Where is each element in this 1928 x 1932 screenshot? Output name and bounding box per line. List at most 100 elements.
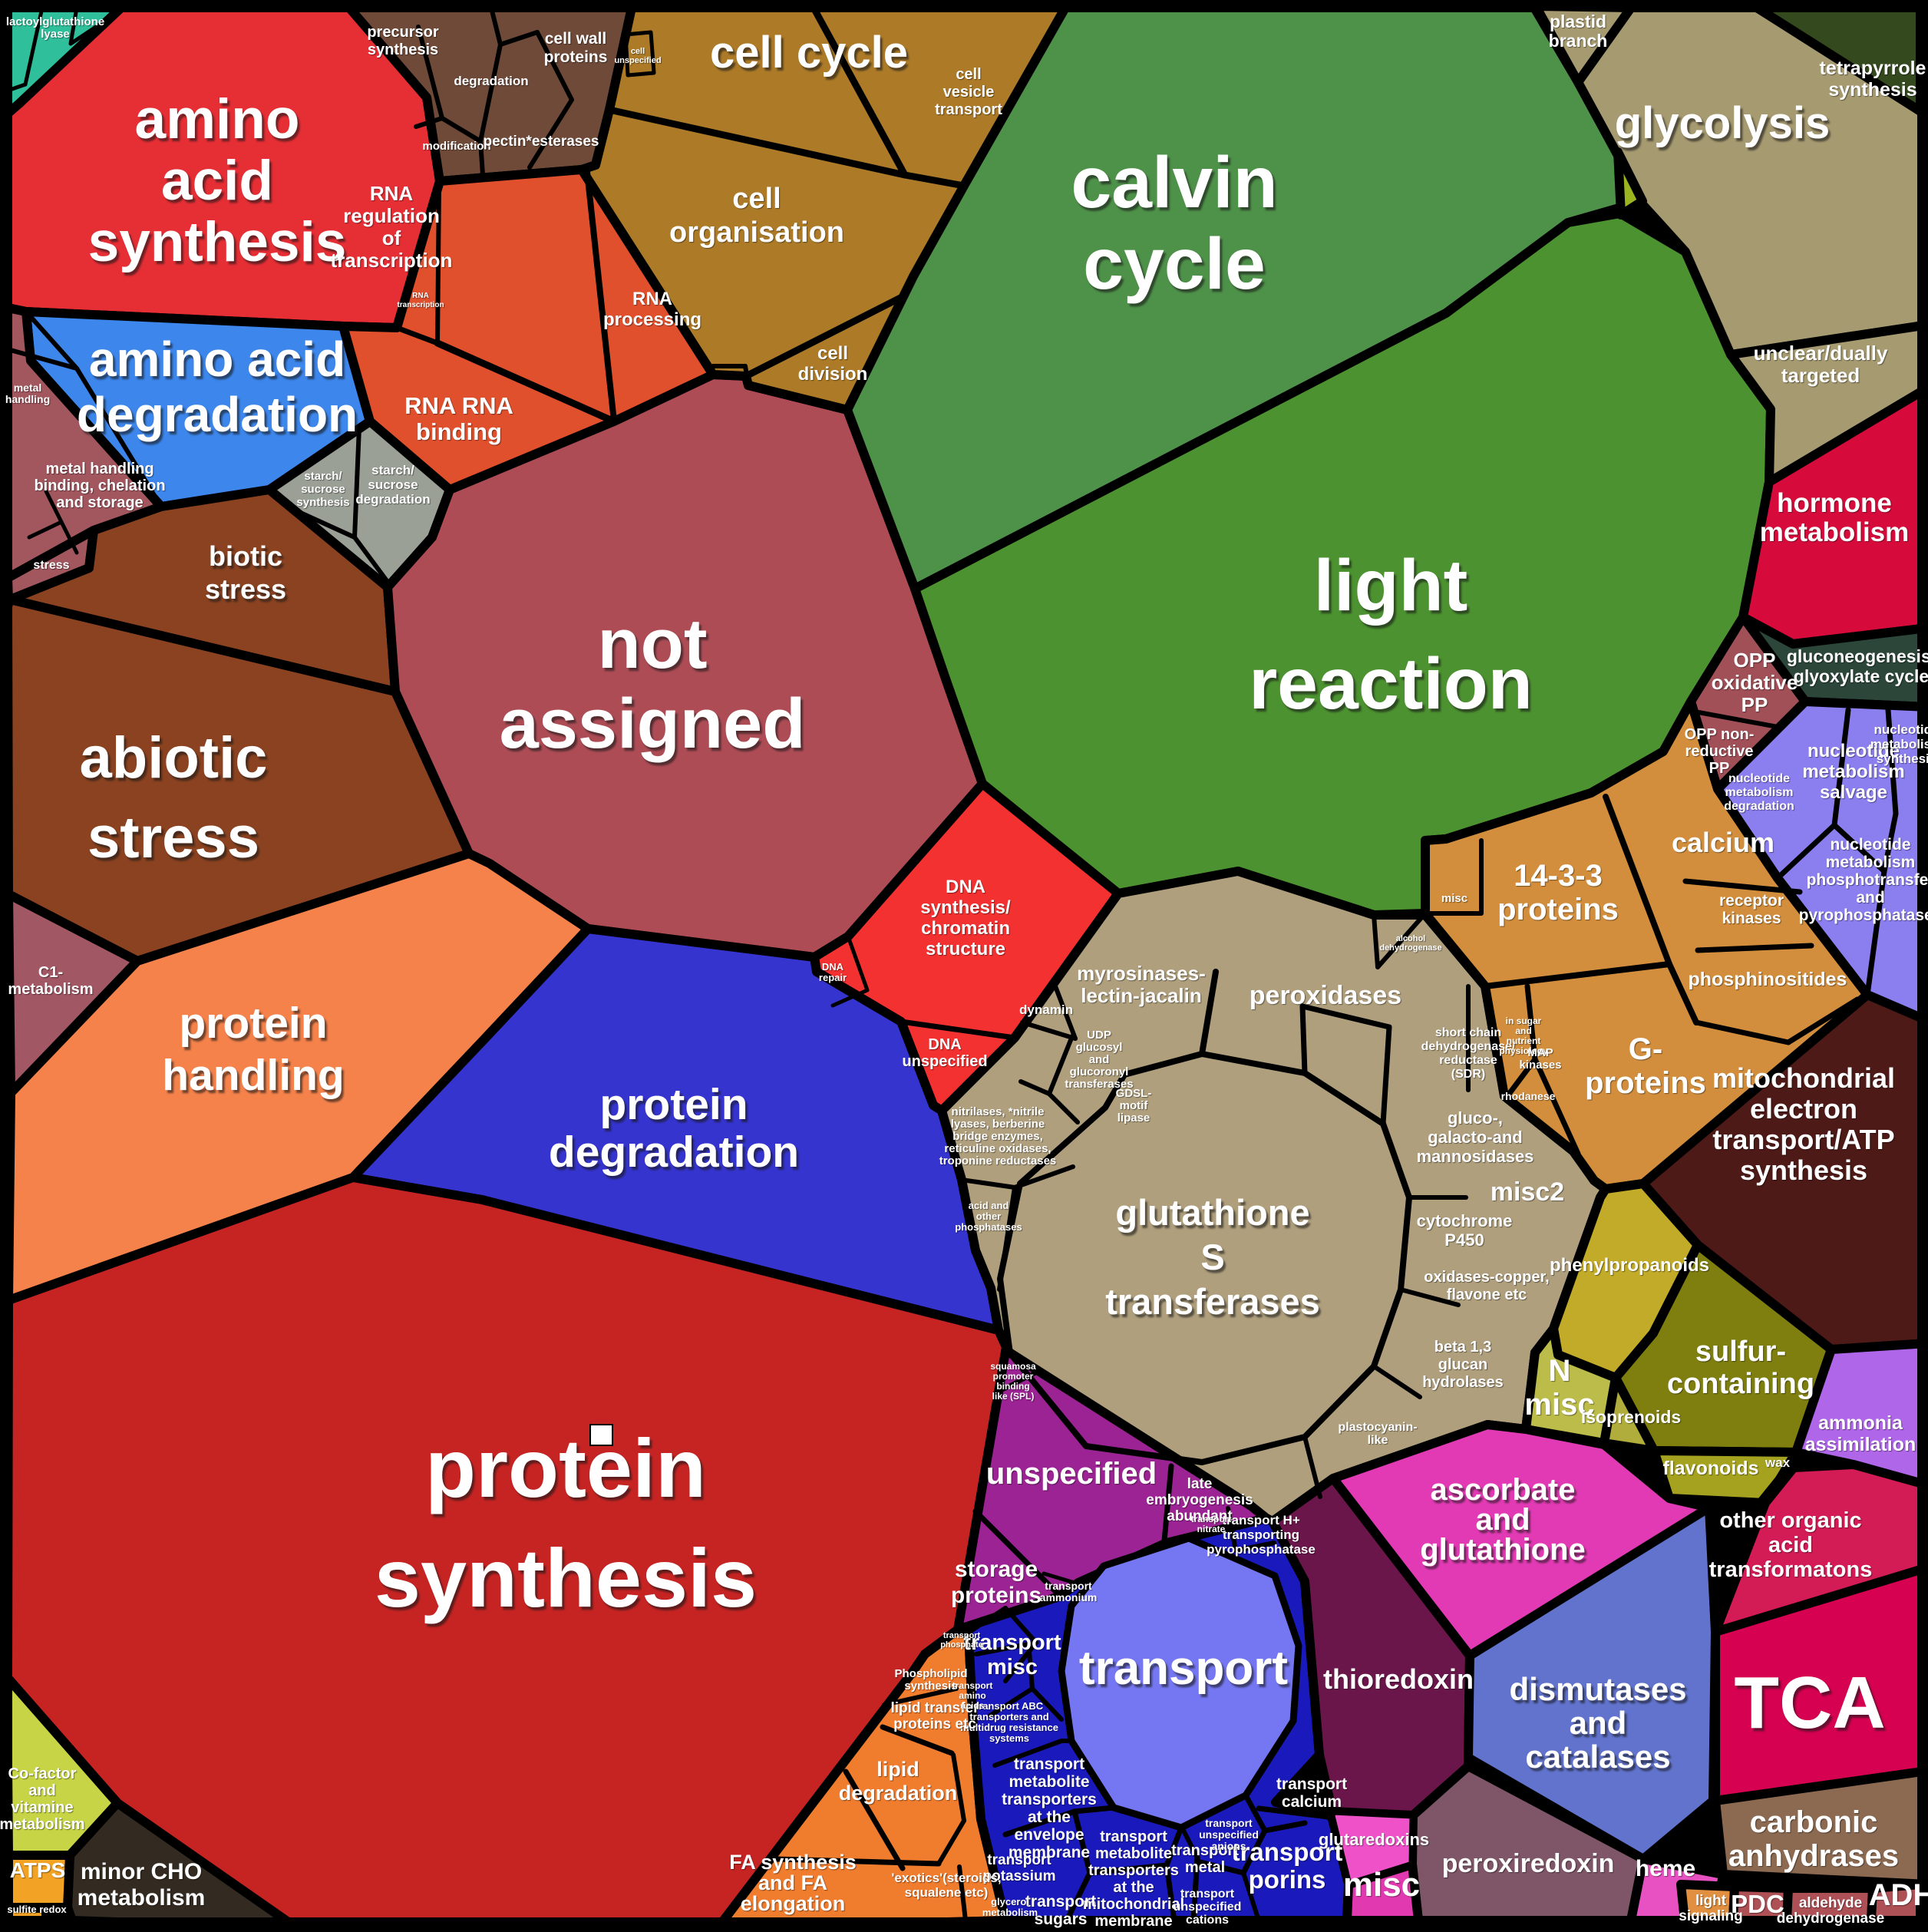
svg-text:transferases: transferases bbox=[1065, 1078, 1133, 1091]
svg-text:amino acid: amino acid bbox=[89, 332, 345, 387]
svg-text:transport: transport bbox=[1045, 1580, 1092, 1592]
svg-text:transporters: transporters bbox=[1088, 1862, 1179, 1879]
svg-text:ADH: ADH bbox=[1869, 1878, 1928, 1912]
svg-text:metabolism: metabolism bbox=[1725, 786, 1794, 799]
svg-text:cell: cell bbox=[956, 66, 981, 83]
svg-text:receptor: receptor bbox=[1719, 892, 1784, 910]
svg-text:tetrapyrrole: tetrapyrrole bbox=[1820, 58, 1926, 79]
svg-text:assigned: assigned bbox=[500, 685, 806, 763]
svg-text:transport: transport bbox=[963, 1630, 1061, 1655]
svg-text:G-: G- bbox=[1629, 1032, 1662, 1066]
svg-text:other: other bbox=[976, 1210, 1002, 1222]
svg-text:metabolism: metabolism bbox=[0, 1816, 85, 1833]
svg-text:transport: transport bbox=[1025, 1893, 1096, 1911]
svg-text:squalene etc): squalene etc) bbox=[905, 1885, 989, 1900]
svg-text:kinases: kinases bbox=[1722, 910, 1781, 927]
svg-text:TCA: TCA bbox=[1734, 1662, 1885, 1744]
svg-text:nucleotide: nucleotide bbox=[1874, 722, 1928, 737]
svg-text:unspecified: unspecified bbox=[902, 1053, 987, 1070]
svg-text:transport H+: transport H+ bbox=[1222, 1513, 1300, 1527]
svg-text:metal: metal bbox=[1185, 1859, 1225, 1876]
svg-text:short chain: short chain bbox=[1435, 1026, 1501, 1039]
svg-text:light: light bbox=[1695, 1893, 1727, 1909]
svg-text:aldehyde: aldehyde bbox=[1799, 1895, 1862, 1911]
svg-text:not: not bbox=[597, 605, 707, 683]
svg-text:glutaredoxins: glutaredoxins bbox=[1319, 1830, 1429, 1849]
svg-text:flavone etc: flavone etc bbox=[1447, 1286, 1527, 1303]
svg-text:stress: stress bbox=[205, 573, 286, 605]
svg-text:ammonium: ammonium bbox=[1040, 1591, 1098, 1603]
svg-text:mannosidases: mannosidases bbox=[1417, 1147, 1534, 1166]
svg-text:synthesis: synthesis bbox=[368, 41, 438, 58]
svg-text:ATPS: ATPS bbox=[10, 1858, 66, 1882]
svg-text:RNA RNA: RNA RNA bbox=[404, 392, 513, 419]
svg-text:cell: cell bbox=[732, 183, 781, 215]
svg-text:modification: modification bbox=[422, 140, 490, 153]
svg-text:pyrophosphatase: pyrophosphatase bbox=[1207, 1542, 1316, 1557]
svg-text:processing: processing bbox=[603, 309, 702, 330]
svg-text:acid: acid bbox=[1768, 1533, 1813, 1557]
svg-text:Co-factor: Co-factor bbox=[8, 1765, 77, 1782]
svg-text:at the: at the bbox=[1028, 1808, 1071, 1826]
svg-text:misc: misc bbox=[1343, 1866, 1420, 1904]
svg-text:multidrug resistance: multidrug resistance bbox=[960, 1722, 1058, 1733]
svg-text:DNA: DNA bbox=[946, 877, 985, 897]
svg-text:cell: cell bbox=[631, 47, 645, 56]
svg-text:nucleotide: nucleotide bbox=[1728, 772, 1790, 785]
svg-text:and storage: and storage bbox=[56, 494, 143, 511]
svg-text:reductive: reductive bbox=[1685, 743, 1754, 760]
svg-text:binding: binding bbox=[416, 418, 502, 445]
svg-text:transferases: transferases bbox=[1105, 1281, 1320, 1322]
svg-text:proteins: proteins bbox=[544, 48, 608, 66]
svg-text:sucrose: sucrose bbox=[301, 483, 345, 496]
svg-text:pyrophosphatases: pyrophosphatases bbox=[1799, 907, 1928, 924]
svg-text:and: and bbox=[1515, 1025, 1531, 1036]
svg-text:alcohol: alcohol bbox=[1396, 934, 1426, 943]
svg-text:electron: electron bbox=[1750, 1093, 1857, 1125]
svg-text:and: and bbox=[1570, 1705, 1627, 1741]
svg-text:sucrose: sucrose bbox=[368, 477, 418, 492]
svg-text:and: and bbox=[28, 1782, 56, 1799]
svg-text:transport: transport bbox=[1232, 1838, 1343, 1866]
svg-text:biotic: biotic bbox=[209, 540, 282, 572]
svg-text:cell wall: cell wall bbox=[545, 30, 607, 48]
svg-text:transporters and: transporters and bbox=[969, 1711, 1048, 1722]
svg-text:unspecified: unspecified bbox=[1174, 1901, 1242, 1914]
svg-text:organisation: organisation bbox=[669, 216, 844, 249]
svg-text:phosphotransfer: phosphotransfer bbox=[1807, 871, 1928, 889]
svg-text:troponine reductases: troponine reductases bbox=[939, 1154, 1057, 1167]
svg-text:metabolism: metabolism bbox=[982, 1907, 1038, 1918]
svg-text:starch/: starch/ bbox=[304, 470, 342, 483]
svg-text:nitrate: nitrate bbox=[1197, 1524, 1226, 1534]
svg-text:and FA: and FA bbox=[758, 1871, 827, 1894]
svg-text:DNA: DNA bbox=[822, 961, 844, 973]
svg-text:metal handling: metal handling bbox=[45, 461, 154, 477]
svg-text:starch/: starch/ bbox=[371, 463, 414, 477]
svg-text:acids: acids bbox=[961, 1700, 985, 1711]
svg-text:mitochondrial: mitochondrial bbox=[1712, 1062, 1895, 1094]
svg-text:transport: transport bbox=[943, 1631, 981, 1640]
svg-text:phosphatases: phosphatases bbox=[955, 1221, 1022, 1233]
svg-text:dehydrogenase/: dehydrogenase/ bbox=[1421, 1040, 1516, 1053]
svg-text:repair: repair bbox=[819, 972, 847, 983]
svg-text:dehydrogenase: dehydrogenase bbox=[1379, 943, 1441, 953]
svg-text:glucoronyl: glucoronyl bbox=[1070, 1065, 1129, 1078]
svg-text:lipid transfer: lipid transfer bbox=[890, 1700, 979, 1716]
svg-text:proteins: proteins bbox=[951, 1583, 1042, 1608]
svg-text:C1-: C1- bbox=[38, 964, 63, 981]
svg-text:synthesis: synthesis bbox=[904, 1679, 957, 1693]
svg-text:salvage: salvage bbox=[1820, 782, 1887, 803]
svg-text:lyase: lyase bbox=[41, 28, 70, 41]
svg-text:glutathione: glutathione bbox=[1115, 1192, 1309, 1233]
svg-text:and: and bbox=[1475, 1503, 1530, 1537]
svg-text:synthesis: synthesis bbox=[1877, 751, 1928, 766]
svg-text:handling: handling bbox=[162, 1051, 344, 1100]
svg-text:wax: wax bbox=[1765, 1455, 1791, 1470]
svg-text:synthesis: synthesis bbox=[88, 211, 347, 273]
svg-text:RNA: RNA bbox=[412, 292, 429, 300]
svg-text:synthesis: synthesis bbox=[1828, 79, 1916, 101]
svg-text:transport: transport bbox=[1079, 1642, 1288, 1695]
svg-text:myrosinases-: myrosinases- bbox=[1077, 962, 1206, 985]
svg-text:hormone: hormone bbox=[1777, 488, 1892, 518]
svg-text:synthesis: synthesis bbox=[375, 1531, 757, 1624]
